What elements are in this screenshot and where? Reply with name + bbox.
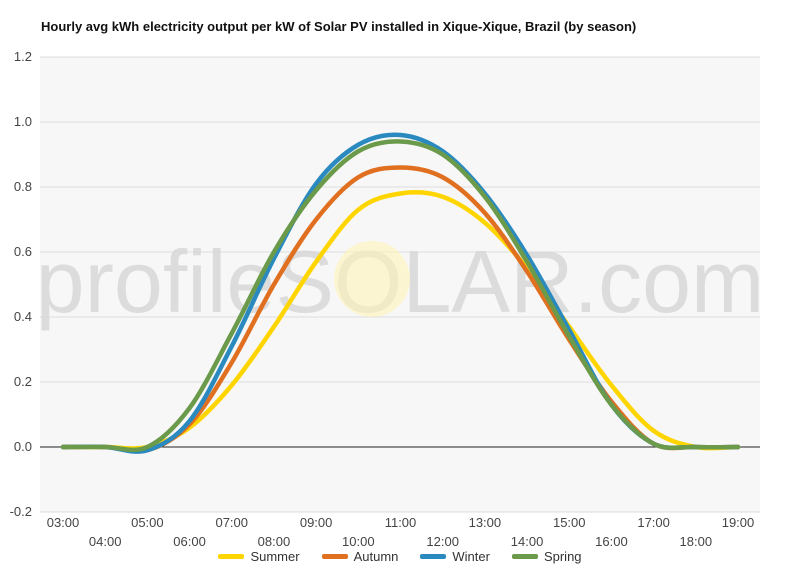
y-tick-label: 0.4	[14, 309, 32, 324]
x-tick-label: 12:00	[426, 534, 459, 549]
legend-swatch	[511, 554, 538, 559]
x-tick-label: 09:00	[300, 515, 333, 530]
legend-label: Spring	[543, 549, 582, 564]
series-layer	[60, 132, 741, 454]
legend-swatch	[321, 554, 348, 559]
y-tick-label: -0.2	[10, 504, 32, 519]
x-tick-label: 05:00	[131, 515, 164, 530]
y-tick-label: 0.0	[14, 439, 32, 454]
y-axis-labels: 1.2 1.0 0.8 0.6 0.4 0.2 0.0 -0.2	[10, 49, 32, 519]
watermark-sun-icon	[334, 241, 410, 317]
legend-label: Winter	[452, 549, 490, 564]
y-tick-label: 0.2	[14, 374, 32, 389]
legend-item-summer[interactable]: Summer	[218, 549, 300, 564]
x-tick-label: 06:00	[173, 534, 206, 549]
y-tick-label: 0.6	[14, 244, 32, 259]
x-tick-label: 07:00	[215, 515, 248, 530]
x-tick-label: 19:00	[722, 515, 755, 530]
x-axis-labels: 03:00 04:00 05:00 06:00 07:00 08:00 09:00 10:00…	[47, 515, 755, 549]
x-tick-label: 15:00	[553, 515, 586, 530]
legend-label: Autumn	[353, 549, 399, 564]
legend-item-autumn[interactable]: Autumn	[321, 549, 399, 564]
x-tick-label: 16:00	[595, 534, 628, 549]
legend-label: Summer	[250, 549, 300, 564]
x-tick-label: 11:00	[385, 515, 417, 530]
legend-item-spring[interactable]: Spring	[511, 549, 582, 564]
legend-item-winter[interactable]: Winter	[420, 549, 490, 564]
x-tick-label: 13:00	[469, 515, 502, 530]
x-tick-label: 03:00	[47, 515, 80, 530]
x-tick-label: 10:00	[342, 534, 375, 549]
series-line-spring	[60, 139, 741, 453]
legend-swatch	[420, 554, 447, 559]
y-tick-label: 1.2	[14, 49, 32, 64]
x-tick-label: 04:00	[89, 534, 122, 549]
y-tick-label: 1.0	[14, 114, 32, 129]
x-tick-label: 17:00	[637, 515, 670, 530]
chart-title: Hourly avg kWh electricity output per kW…	[41, 19, 637, 34]
y-tick-label: 0.8	[14, 179, 32, 194]
x-tick-label: 08:00	[258, 534, 291, 549]
x-tick-label: 14:00	[511, 534, 544, 549]
x-tick-label: 18:00	[680, 534, 713, 549]
legend-swatch	[218, 554, 245, 559]
legend: Summer Autumn Winter Spring	[0, 549, 800, 564]
